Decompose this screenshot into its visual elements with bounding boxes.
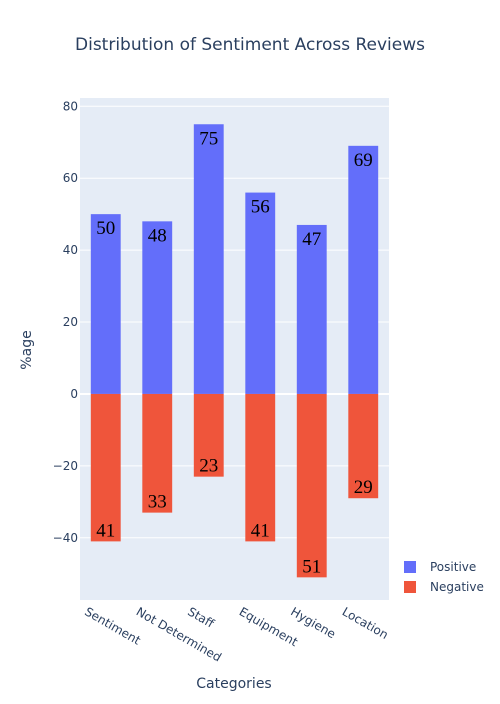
legend-item-positive[interactable]: Positive <box>404 560 476 574</box>
y-tick-label: −40 <box>53 531 78 545</box>
bar-positive[interactable] <box>90 214 121 394</box>
bar-data-label: 33 <box>148 492 167 513</box>
bar-negative[interactable] <box>142 393 173 513</box>
plot-background <box>80 98 389 600</box>
y-tick-label: −20 <box>53 459 78 473</box>
bar-data-label: 51 <box>302 556 321 577</box>
bar-positive[interactable] <box>296 224 327 394</box>
y-axis-title: %age <box>19 330 35 369</box>
bar-negative[interactable] <box>348 393 379 499</box>
bar-data-label: 41 <box>96 520 115 541</box>
bar-data-label: 75 <box>199 128 218 149</box>
bars <box>90 124 379 578</box>
bar-negative[interactable] <box>90 393 121 542</box>
x-axis-title: Categories <box>196 676 271 692</box>
bar-negative[interactable] <box>245 393 276 542</box>
bar-positive[interactable] <box>193 124 224 394</box>
x-tick-label: Location <box>340 604 391 642</box>
y-tick-label: 80 <box>63 99 78 113</box>
gridlines <box>80 105 389 539</box>
bar-positive[interactable] <box>245 192 276 394</box>
bar-data-label: 41 <box>251 520 270 541</box>
y-tick-label: 20 <box>63 315 78 329</box>
legend[interactable]: Positive Negative <box>404 560 484 594</box>
y-axis-ticks: −40 −20 0 20 40 60 80 <box>53 99 78 545</box>
legend-item-negative[interactable]: Negative <box>404 580 484 594</box>
bar-data-label: 29 <box>354 477 373 498</box>
y-tick-label: 0 <box>70 387 78 401</box>
y-tick-label: 40 <box>63 243 78 257</box>
bar-data-label: 47 <box>302 229 321 250</box>
bar-negative[interactable] <box>296 393 327 578</box>
bar-data-label: 69 <box>354 150 373 171</box>
bar-labels: 50 48 75 56 47 69 41 33 23 41 51 29 <box>96 128 373 577</box>
x-tick-label: Not Determined <box>134 604 224 664</box>
bar-data-label: 23 <box>199 456 218 477</box>
y-tick-label: 60 <box>63 171 78 185</box>
bar-negative[interactable] <box>193 393 224 477</box>
legend-label: Positive <box>430 560 476 574</box>
bar-data-label: 48 <box>148 225 167 246</box>
legend-label: Negative <box>430 580 484 594</box>
bar-data-label: 50 <box>96 218 115 239</box>
legend-swatch <box>404 561 416 573</box>
x-tick-label: Staff <box>185 604 217 630</box>
bar-data-label: 56 <box>251 197 270 218</box>
bar-positive[interactable] <box>348 145 379 394</box>
x-tick-label: Sentiment <box>82 604 143 647</box>
chart-title: Distribution of Sentiment Across Reviews <box>75 35 425 55</box>
bar-positive[interactable] <box>142 221 173 394</box>
legend-swatch <box>404 581 416 593</box>
